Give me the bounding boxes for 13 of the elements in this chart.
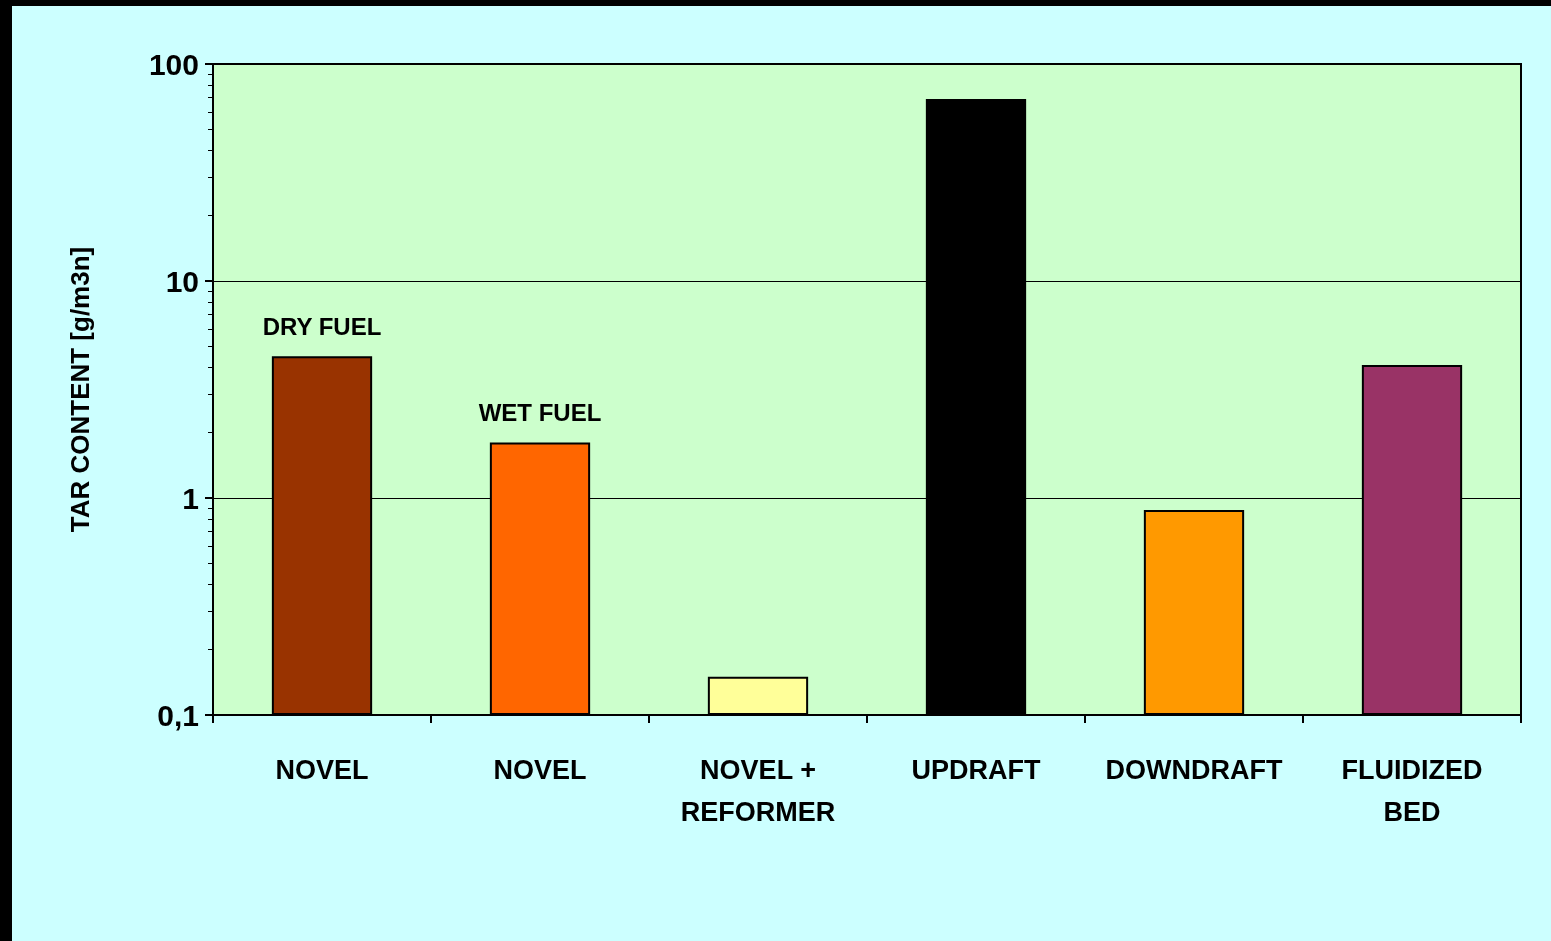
x-tick-label: NOVEL (275, 755, 369, 785)
y-tick-label: 1 (182, 481, 199, 515)
x-tick-label: DOWNDRAFT (1105, 755, 1283, 785)
data-label: DRY FUEL (262, 312, 382, 340)
y-tick-label: 100 (148, 47, 199, 81)
x-tick-label: NOVEL + REFORMER (680, 755, 836, 827)
x-tick-label: NOVEL (493, 755, 587, 785)
x-tick-label: UPDRAFT (911, 755, 1041, 785)
y-tick-label: 0,1 (157, 698, 199, 732)
y-axis-title: TAR CONTENT [g/m3n] (65, 246, 95, 533)
data-label: WET FUEL (478, 399, 602, 427)
x-tick-label: FLUIDIZED BED (1341, 755, 1483, 827)
y-tick-label: 10 (165, 264, 199, 298)
